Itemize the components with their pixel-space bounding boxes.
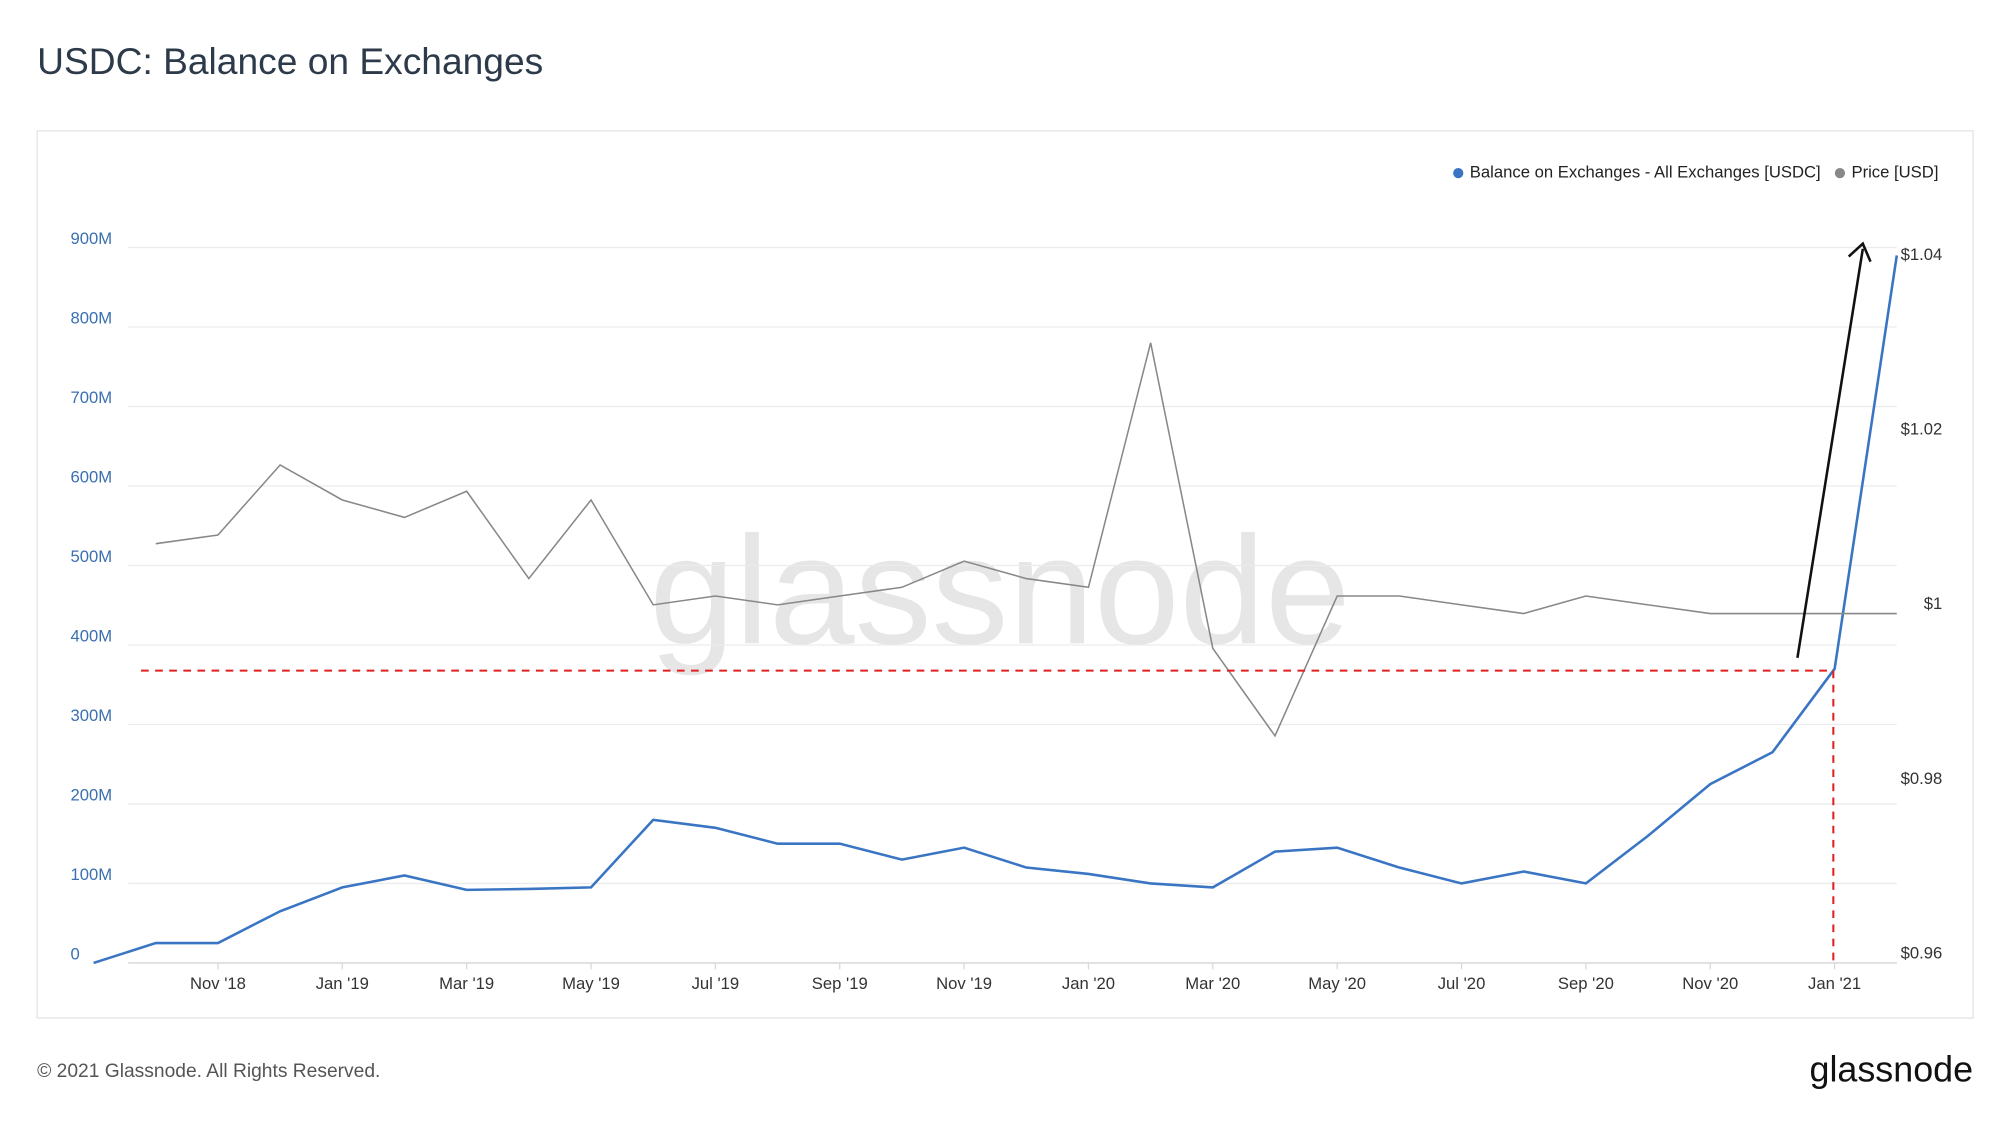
legend-label: Balance on Exchanges - All Exchanges [US… [1470, 163, 1821, 182]
legend-marker [1453, 168, 1464, 179]
y-tick-label: 900M [71, 229, 113, 248]
y2-tick-label: $1.04 [1901, 245, 1943, 264]
x-tick-label: Jan '20 [1062, 974, 1115, 993]
y-tick-label: 700M [71, 388, 113, 407]
x-tick-label: Nov '18 [190, 974, 246, 993]
legend-label: Price [USD] [1851, 163, 1938, 182]
y2-tick-label: $1 [1924, 594, 1943, 613]
x-tick-label: Sep '20 [1558, 974, 1614, 993]
trend-arrow [1796, 248, 1865, 658]
y-tick-label: 0 [71, 945, 80, 964]
x-tick-label: Nov '20 [1682, 974, 1738, 993]
x-tick-label: Jul '19 [692, 974, 740, 993]
series-line [93, 255, 1899, 965]
y2-tick-label: $1.02 [1901, 420, 1943, 439]
x-tick-label: Jan '19 [316, 974, 369, 993]
legend: Price [USD] Balance on Exchanges - All Ex… [1453, 163, 1938, 182]
series-line [155, 342, 1897, 738]
y-tick-label: 200M [71, 786, 113, 805]
arrow-head [1847, 241, 1872, 263]
legend-marker [1834, 168, 1846, 179]
y2-tick-label: $0.98 [1901, 769, 1943, 788]
x-tick-label: Mar '19 [439, 974, 494, 993]
y-tick-label: 100M [71, 865, 113, 884]
x-tick-label: Nov '19 [936, 974, 992, 993]
footer: © 2021 Glassnode. All Rights Reserved. [37, 1061, 380, 1082]
logo: glassnode [1810, 1049, 1974, 1089]
y-tick-label: 400M [71, 627, 113, 646]
y2-tick-label: $0.96 [1901, 944, 1943, 963]
y-tick-label: 600M [71, 468, 113, 487]
lines [93, 255, 1899, 965]
x-tick-label: Jul '20 [1438, 974, 1486, 993]
annotations [141, 241, 1872, 963]
chart-title: USDC: Balance on Exchanges [37, 40, 543, 82]
watermark: glassnode [649, 504, 1350, 676]
axes: 0 100M 200M 300M 400M 500M 600M 700M 800M 900M $0.… [71, 229, 1943, 993]
x-tick-label: May '20 [1308, 974, 1366, 993]
y-tick-label: 300M [71, 706, 113, 725]
y-tick-label: 500M [71, 547, 113, 566]
x-tick-label: Sep '19 [812, 974, 868, 993]
y-tick-label: 800M [71, 309, 113, 328]
x-tick-label: Jan '21 [1808, 974, 1861, 993]
chart-frame [36, 130, 1974, 1019]
x-tick-label: May '19 [562, 974, 620, 993]
x-tick-label: Mar '20 [1185, 974, 1240, 993]
